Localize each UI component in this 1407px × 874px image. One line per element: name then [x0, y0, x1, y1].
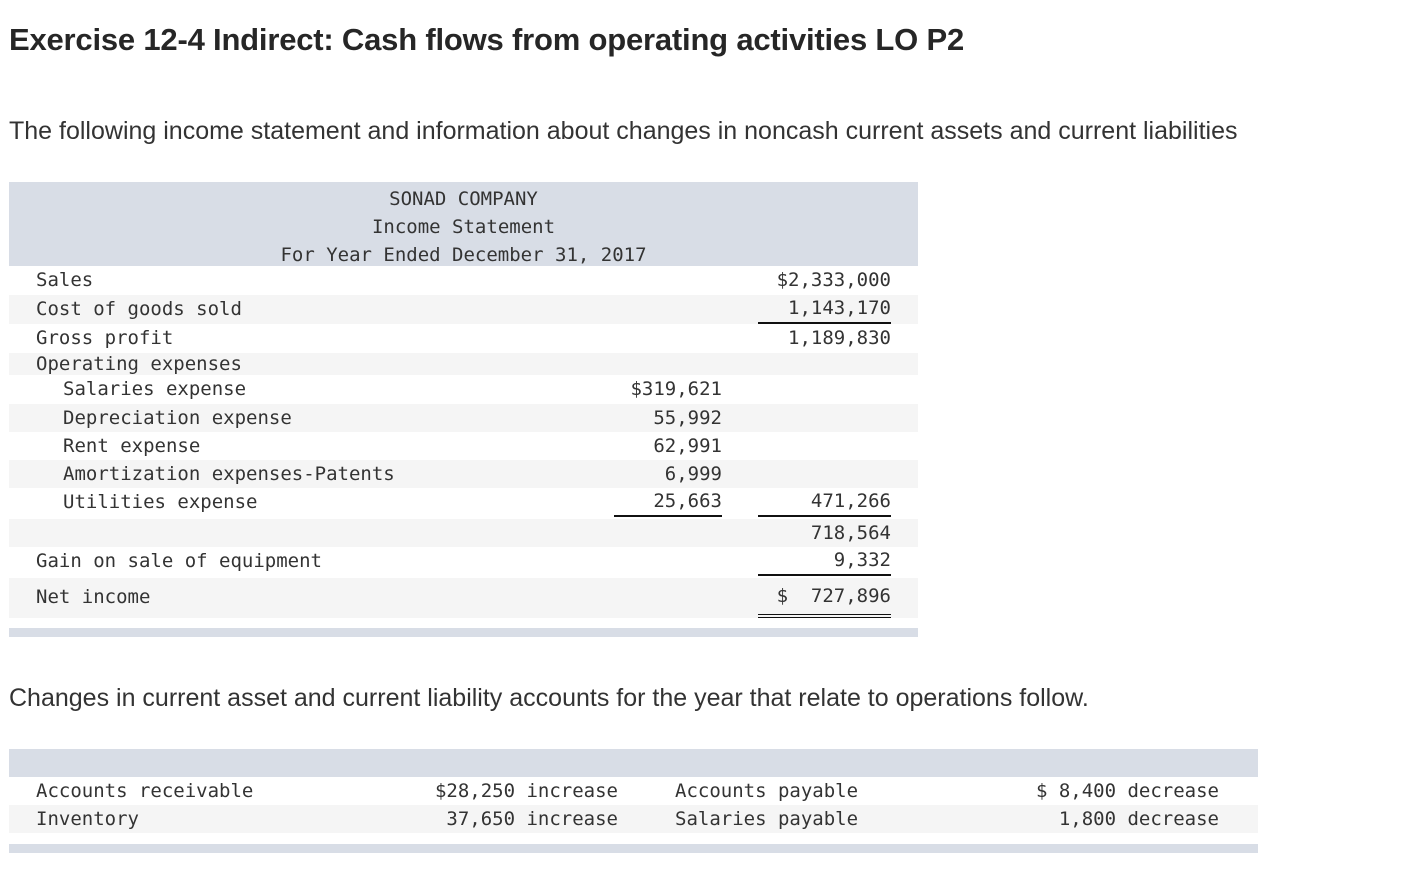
row-label: Salaries expense — [63, 378, 247, 400]
row-amount: 718,564 — [810, 522, 891, 544]
row-amount: 1,143,170 — [758, 295, 891, 324]
row-rent-expense: Rent expense 62,991 — [9, 432, 918, 460]
income-statement-table: SONAD COMPANY Income Statement For Year … — [9, 182, 918, 637]
row-detail-amount: 6,999 — [664, 463, 722, 485]
income-statement-header: SONAD COMPANY Income Statement For Year … — [9, 182, 918, 266]
row-amount: 471,266 — [758, 488, 891, 517]
row-net-income: Net income $ 727,896 — [9, 578, 918, 618]
row-detail-amount: 25,663 — [614, 488, 722, 517]
row-label: Gain on sale of equipment — [36, 550, 322, 572]
changes-footer-band — [9, 844, 1258, 853]
row-sales: Sales $2,333,000 — [9, 266, 918, 295]
changes-header-band — [9, 749, 1258, 777]
statement-name: Income Statement — [371, 216, 556, 238]
row-utilities-expense: Utilities expense 25,663 471,266 — [9, 488, 918, 519]
liability-label: Accounts payable — [675, 780, 859, 802]
row-label: Cost of goods sold — [36, 298, 242, 320]
asset-label: Inventory — [36, 808, 139, 830]
asset-label: Accounts receivable — [36, 780, 254, 802]
row-label: Gross profit — [36, 327, 174, 349]
row-depreciation-expense: Depreciation expense 55,992 — [9, 404, 918, 432]
table-footer-band — [9, 628, 918, 637]
changes-table: Accounts receivable $28,250 increase Acc… — [9, 749, 1258, 853]
row-label: Net income — [36, 586, 151, 608]
statement-period: For Year Ended December 31, 2017 — [280, 244, 647, 266]
row-subtotal: 718,564 — [9, 519, 918, 547]
changes-row: Accounts receivable $28,250 increase Acc… — [9, 777, 1258, 805]
row-amount: $2,333,000 — [776, 269, 891, 291]
net-income-amount: $ 727,896 — [758, 578, 891, 618]
company-name: SONAD COMPANY — [389, 188, 538, 210]
page-title: Exercise 12-4 Indirect: Cash flows from … — [9, 22, 965, 57]
row-detail-amount: 55,992 — [653, 407, 722, 429]
row-gross-profit: Gross profit 1,189,830 — [9, 324, 918, 353]
row-operating-expenses: Operating expenses — [9, 353, 918, 375]
liability-change: 1,800 decrease — [1058, 808, 1219, 830]
row-label: Rent expense — [63, 435, 201, 457]
asset-change: 37,650 increase — [446, 808, 618, 830]
asset-change: $28,250 increase — [434, 780, 618, 802]
row-amount: 1,189,830 — [788, 327, 891, 349]
row-label: Depreciation expense — [63, 407, 292, 429]
row-amortization-expense: Amortization expenses-Patents 6,999 — [9, 460, 918, 488]
row-gain-on-sale: Gain on sale of equipment 9,332 — [9, 547, 918, 578]
row-label: Operating expenses — [36, 353, 242, 375]
row-amount: 9,332 — [758, 547, 891, 576]
row-label: Utilities expense — [63, 491, 258, 513]
row-detail-amount: 62,991 — [653, 435, 722, 457]
row-label: Amortization expenses-Patents — [63, 463, 395, 485]
liability-change: $ 8,400 decrease — [1035, 780, 1219, 802]
row-salaries-expense: Salaries expense $319,621 — [9, 375, 918, 404]
changes-intro-text: Changes in current asset and current lia… — [9, 684, 1089, 712]
row-detail-amount: $319,621 — [630, 378, 722, 400]
liability-label: Salaries payable — [675, 808, 859, 830]
row-cogs: Cost of goods sold 1,143,170 — [9, 295, 918, 324]
changes-row: Inventory 37,650 increase Salaries payab… — [9, 805, 1258, 833]
intro-text: The following income statement and infor… — [9, 117, 1238, 145]
row-label: Sales — [36, 269, 94, 291]
